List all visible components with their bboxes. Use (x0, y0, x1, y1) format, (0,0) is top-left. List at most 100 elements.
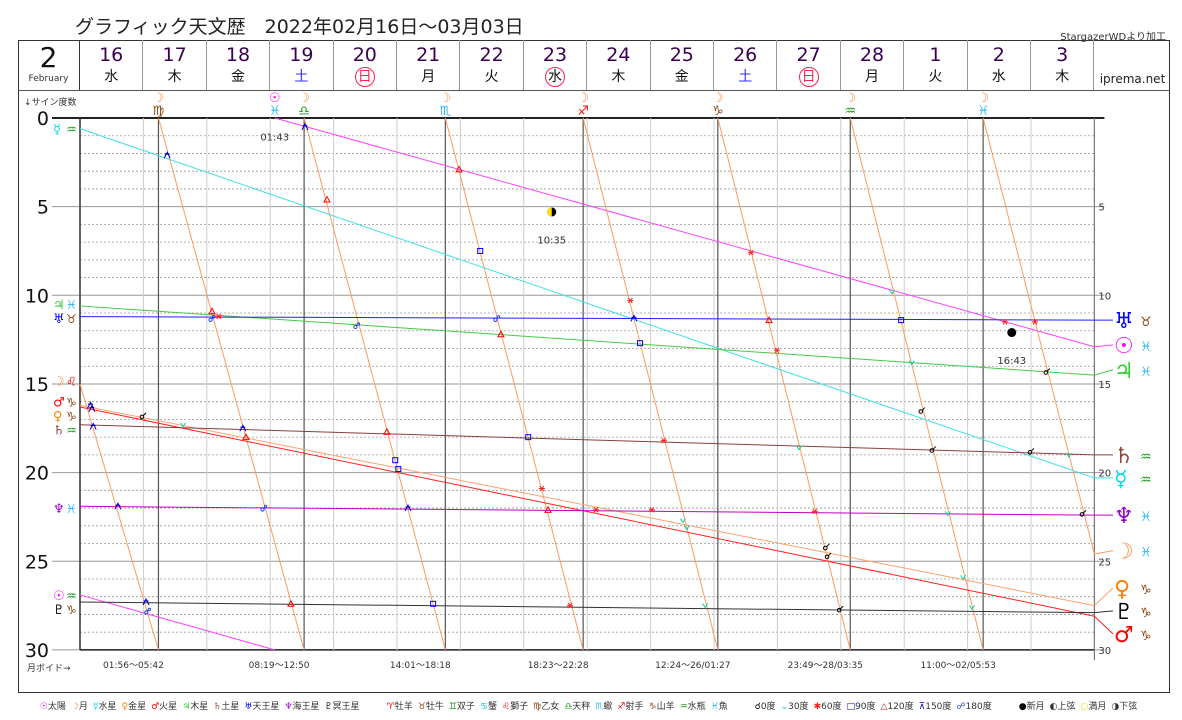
day-number: 3 (1056, 44, 1069, 66)
aspect-marker-0-icon (139, 414, 145, 420)
aspect-marker-0-icon (142, 412, 147, 417)
legend-label: 双子 (456, 702, 475, 712)
planet-line-月 (303, 117, 446, 651)
planet-label-connector (1094, 369, 1114, 376)
aspect-marker-150-icon (89, 422, 97, 430)
aspect-marker-90-icon (430, 600, 437, 607)
y-tick-label-left: 30 (25, 640, 49, 662)
aspect-marker-30-icon (796, 445, 802, 451)
aspect-marker-0-icon (825, 543, 830, 548)
legend-label: 海王星 (292, 702, 320, 712)
aspect-marker-60-icon (627, 297, 634, 304)
aspect-marker-180-icon (356, 324, 358, 327)
weekday: 木 (611, 69, 626, 85)
legend-glyph-icon: ⌄ (780, 702, 789, 712)
legend-label: 満月 (1088, 702, 1107, 712)
aspect-marker-30-icon (960, 574, 967, 581)
legend-item: ✱60度 (814, 702, 842, 712)
planet-glyph-right: ♄ (1114, 444, 1134, 469)
legend-label: 90度 (855, 702, 876, 712)
legend-label: 牡羊 (394, 702, 413, 712)
moon-void-label: 01:56～05:42 (103, 661, 164, 671)
moon-void-label: 23:49～28/03:35 (788, 661, 863, 671)
sign-glyph-left: ♑ (66, 396, 77, 410)
y-tick-label-right: 20 (1098, 469, 1111, 480)
y-tick-label-right: 15 (1098, 380, 1111, 391)
legend-glyph-icon: ♏ (595, 702, 604, 712)
month-cell: 2 February (18, 40, 80, 90)
aspect-marker-30-icon (944, 511, 951, 517)
legend-item: ◐上弦 (1050, 702, 1076, 712)
event-time-label: 01:43 (260, 133, 289, 144)
legend-item: ♉牡牛 (418, 702, 444, 712)
aspect-marker-120-icon (323, 195, 331, 203)
planet-line-海王星 (79, 505, 1095, 516)
legend-label: 射手 (625, 702, 644, 712)
aspect-marker-30-icon (969, 605, 975, 611)
aspect-marker-90-icon (525, 434, 532, 441)
calendar-frame (18, 40, 1170, 693)
legend-item: ♎天秤 (564, 702, 590, 712)
day-column-header: 17 木 (143, 40, 207, 90)
legend-item: ♄土星 (213, 702, 239, 712)
planet-glyph-left: ♇ (53, 603, 65, 618)
planet-line-太陽 (79, 594, 275, 651)
legend-label: 冥王星 (332, 702, 360, 712)
moon-void-label: 12:24～26/01:27 (655, 661, 730, 671)
aspect-marker-60-icon (747, 249, 754, 256)
aspect-marker-150-icon (142, 597, 150, 606)
legend-item: ♈牡羊 (387, 702, 413, 712)
legend-label: 月 (78, 702, 88, 712)
moon-void-label: 08:19～12:50 (249, 661, 310, 671)
sign-glyph-left: ♒ (66, 424, 77, 438)
sign-glyph-right: ♓ (1140, 510, 1152, 525)
sign-glyph-right: ♑ (1140, 606, 1152, 621)
legend-glyph-icon: ⊼ (918, 702, 926, 712)
planet-line-月 (79, 383, 159, 651)
day-number: 20 (352, 44, 377, 66)
legend-item: ♅天王星 (244, 702, 279, 712)
weekday: 日 (798, 67, 819, 87)
aspect-marker-90-icon (392, 457, 399, 464)
axis-bottom-label: 月ボイド→ (27, 664, 71, 674)
y-tick-label-right: 5 (1098, 203, 1104, 214)
planet-line-金星 (79, 404, 1095, 607)
planet-glyph-left: ♄ (53, 424, 65, 439)
legend-label: 蠍 (603, 702, 613, 712)
aspect-marker-30-icon (683, 525, 690, 531)
aspect-marker-0-icon (1043, 370, 1049, 375)
aspect-marker-0-icon (836, 607, 842, 613)
aspect-marker-180-icon (356, 322, 361, 326)
planet-label-connector (1094, 550, 1114, 555)
ingress-planet-glyph: ☉ (269, 91, 281, 106)
legend-glyph-icon: ☌ (754, 702, 761, 712)
planet-glyph-left: ☿ (53, 123, 61, 138)
day-number: 25 (669, 44, 694, 66)
legend-glyph-icon: ♅ (244, 702, 253, 712)
legend-glyph-icon: △ (880, 702, 888, 712)
weekday: 月 (864, 69, 879, 85)
day-number: 27 (796, 44, 821, 66)
aspect-marker-180-icon (263, 504, 268, 509)
day-number: 26 (733, 44, 758, 66)
legend-label: 水星 (98, 702, 117, 712)
legend-item: ○満月 (1080, 702, 1106, 712)
day-number: 23 (542, 44, 568, 66)
legend-label: 水瓶 (687, 702, 706, 712)
legend-glyph-icon: ♀ (121, 702, 129, 712)
sign-glyph-right: ♉ (1140, 315, 1152, 330)
planet-glyph-right: ♇ (1114, 600, 1134, 625)
legend-label: 土星 (221, 702, 240, 712)
aspect-marker-60-icon (593, 507, 600, 513)
planet-glyph-right: ☽ (1114, 540, 1134, 565)
planet-line-天王星 (79, 316, 1095, 321)
day-number: 18 (225, 44, 251, 66)
aspect-marker-60-icon (660, 437, 667, 444)
aspect-marker-30-icon (702, 603, 709, 609)
legend-label: 蟹 (488, 702, 498, 712)
sign-glyph-left: ♑ (66, 603, 77, 617)
legend-item: ♆海王星 (284, 702, 319, 712)
planet-glyph-left: ♀ (53, 410, 63, 425)
planet-line-土星 (79, 424, 1095, 456)
